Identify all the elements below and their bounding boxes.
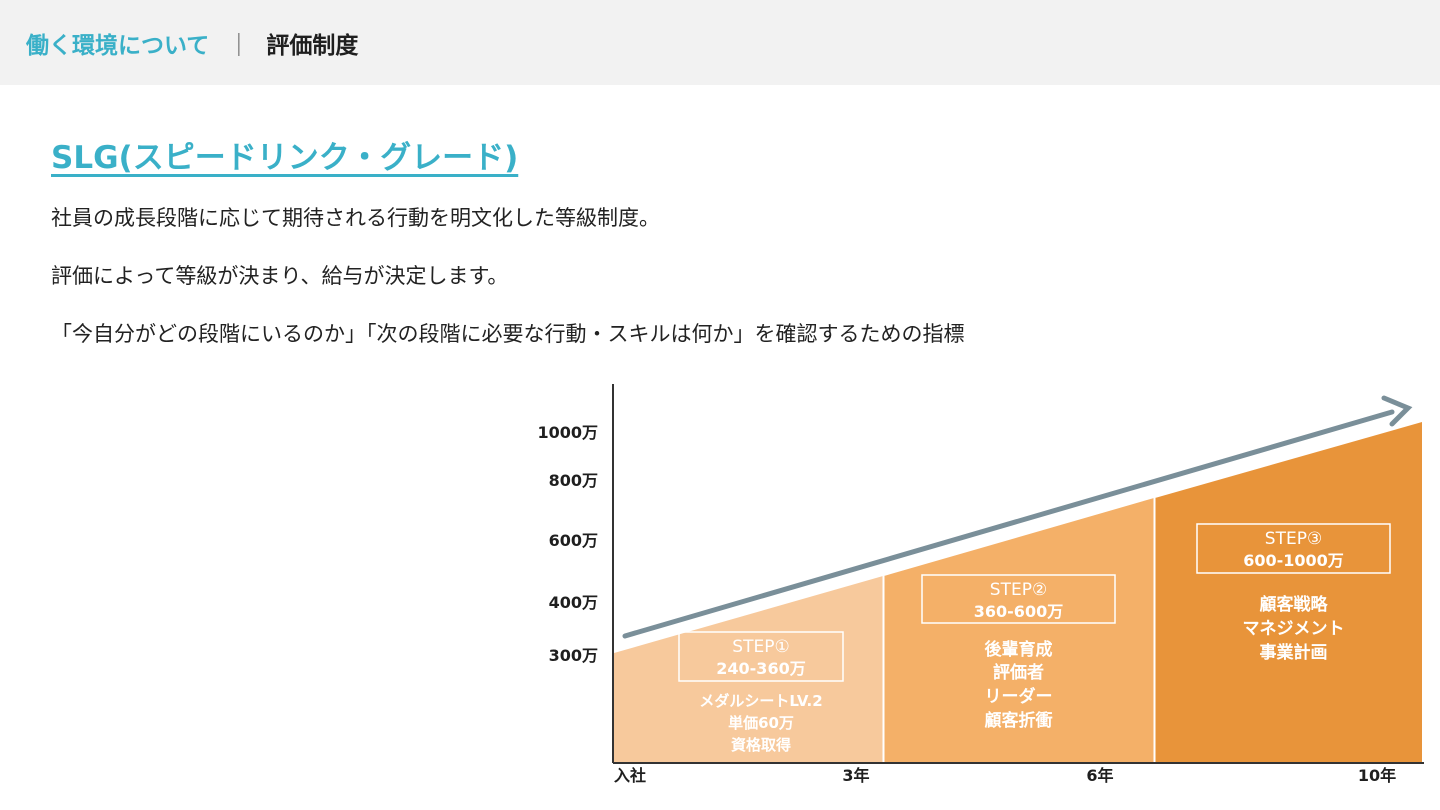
step-area-2 [884, 498, 1154, 762]
x-tick-label: 10年 [1358, 766, 1396, 785]
y-tick-label: 600万 [549, 531, 598, 550]
step-item: 事業計画 [1260, 642, 1328, 663]
step-range: 240-360万 [716, 659, 805, 678]
step-item: 顧客戦略 [1260, 594, 1329, 615]
step-area-1 [614, 576, 883, 762]
step-area-3 [1155, 422, 1422, 762]
breadcrumb-separator: ｜ [227, 33, 251, 59]
breadcrumb-current: 評価制度 [266, 33, 359, 59]
step-title: STEP③ [1265, 529, 1322, 549]
page-header: 働く環境について ｜ 評価制度 [0, 0, 1440, 85]
step-item: メダルシートLV.2 [699, 692, 822, 710]
step-range: 360-600万 [974, 602, 1063, 621]
step-box-3 [1196, 523, 1391, 574]
x-tick-label: 入社 [614, 766, 646, 785]
growth-arrow-head [1381, 395, 1413, 427]
description-line-2: 評価によって等級が決まり、給与が決定します。 [51, 264, 509, 288]
y-tick-label: 800万 [549, 471, 598, 490]
step-item: マネジメント [1243, 619, 1345, 639]
page-title[interactable]: SLG(スピードリンク・グレード) [51, 140, 519, 176]
step-item: 顧客折衝 [985, 710, 1053, 731]
step-item: 単価60万 [728, 714, 794, 732]
step-title: STEP① [732, 637, 789, 657]
description-line-1: 社員の成長段階に応じて期待される行動を明文化した等級制度。 [51, 206, 660, 230]
y-tick-label: 400万 [549, 593, 598, 612]
breadcrumb: 働く環境について ｜ 評価制度 [26, 27, 358, 59]
description-line-3: 「今自分がどの段階にいるのか」「次の段階に必要な行動・スキルは何か」を確認するた… [51, 322, 965, 346]
step-range: 600-1000万 [1243, 551, 1344, 570]
breadcrumb-parent-link[interactable]: 働く環境について [26, 33, 210, 59]
y-tick-label: 1000万 [537, 423, 598, 442]
step-item: リーダー [985, 686, 1053, 707]
step-item: 後輩育成 [985, 639, 1053, 660]
step-box-2 [921, 574, 1116, 624]
step-item: 資格取得 [731, 736, 791, 754]
y-tick-label: 300万 [549, 646, 598, 665]
x-tick-label: 3年 [842, 766, 869, 785]
step-title: STEP② [990, 580, 1047, 600]
step-item: 評価者 [993, 662, 1044, 683]
growth-arrow-line [622, 409, 1395, 639]
x-tick-label: 6年 [1086, 766, 1113, 785]
step-box-1 [678, 631, 844, 682]
